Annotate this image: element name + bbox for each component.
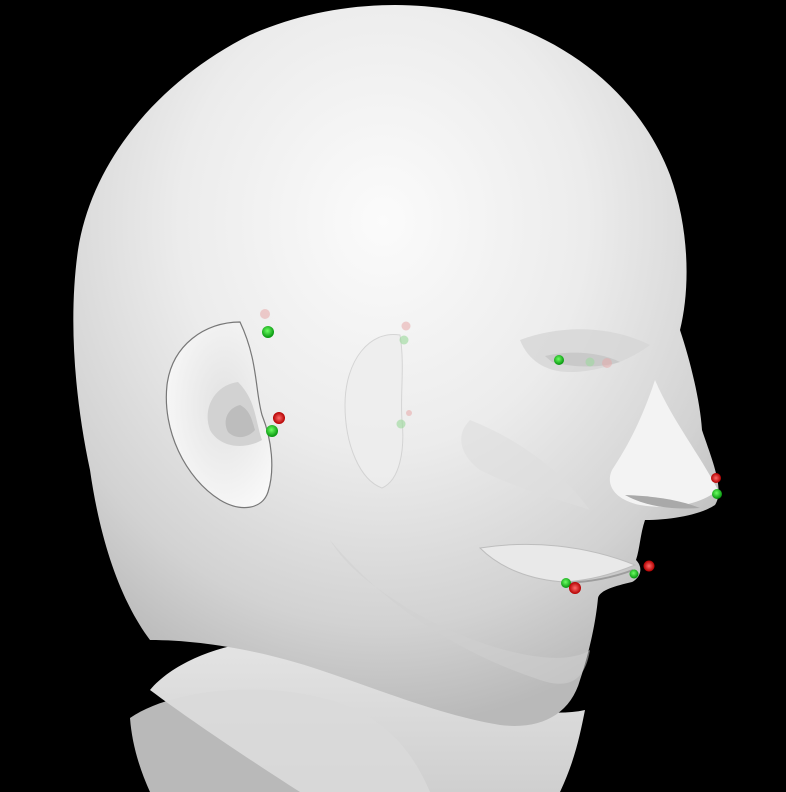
landmark-predicted-left-eye-corner[interactable] <box>585 357 595 367</box>
landmark-predicted-left-tragus[interactable] <box>396 419 406 429</box>
jaw-shading <box>330 540 590 684</box>
cheek-shading <box>461 420 590 510</box>
landmark-ground-truth-mouth-corner[interactable] <box>569 582 581 594</box>
landmark-predicted-mouth-corner[interactable] <box>561 578 571 588</box>
ear-concha <box>225 405 255 438</box>
nose-shape <box>609 380 718 507</box>
landmark-ground-truth-left-tragus[interactable] <box>406 410 412 416</box>
landmark-predicted-right-tragus[interactable] <box>266 425 278 437</box>
mouth-line <box>564 569 634 584</box>
landmark-predicted-right-ear-top[interactable] <box>262 326 274 338</box>
landmark-predicted-right-eye-outer-corner[interactable] <box>554 355 564 365</box>
upper-lip <box>478 543 637 583</box>
landmark-ground-truth-upper-lip[interactable] <box>643 560 655 572</box>
landmark-predicted-nose-tip[interactable] <box>712 489 722 499</box>
nostril <box>625 495 700 509</box>
landmark-ground-truth-right-tragus[interactable] <box>273 412 285 424</box>
landmark-ground-truth-nose-tip[interactable] <box>711 473 721 483</box>
landmark-predicted-upper-lip[interactable] <box>629 569 639 579</box>
landmark-ground-truth-left-eye-corner[interactable] <box>602 358 612 368</box>
eyelid <box>545 352 620 367</box>
collar-shadow <box>130 689 430 792</box>
far-ear <box>344 333 404 489</box>
landmark-ground-truth-right-ear-top[interactable] <box>260 309 270 319</box>
landmark-predicted-left-ear-top[interactable] <box>399 335 409 345</box>
landmark-ground-truth-left-ear-top[interactable] <box>401 321 411 331</box>
